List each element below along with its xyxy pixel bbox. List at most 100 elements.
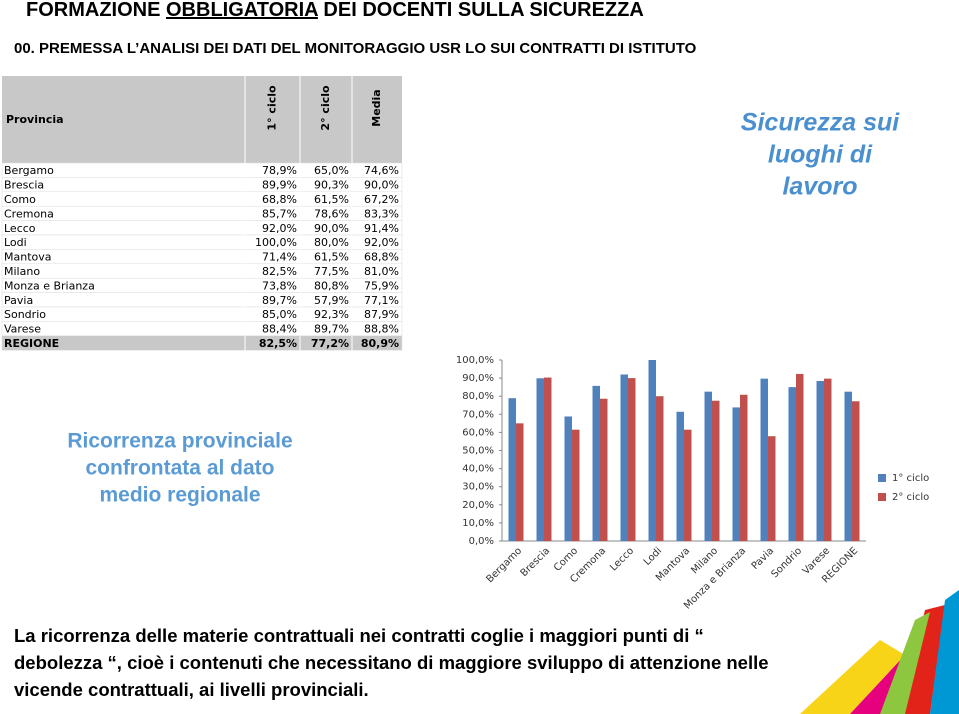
bar <box>824 378 832 541</box>
bar <box>628 378 636 541</box>
y-tick-label: 10,0% <box>462 518 494 529</box>
cell: 74,6% <box>364 164 399 177</box>
cell: 67,2% <box>364 193 399 206</box>
callout-line: lavoro <box>782 173 857 201</box>
x-tick-label: Lodi <box>642 545 664 567</box>
cell: 61,5% <box>314 193 349 206</box>
x-tick-label: Sondrio <box>769 545 804 580</box>
cell: 78,9% <box>262 164 297 177</box>
cell: 80,0% <box>314 236 349 249</box>
y-tick-label: 40,0% <box>462 464 494 475</box>
legend-swatch <box>878 493 886 501</box>
bar <box>592 385 600 541</box>
bar <box>572 429 580 541</box>
column-header: Provincia <box>6 113 64 126</box>
y-tick-label: 30,0% <box>462 482 494 493</box>
cell: Lodi <box>4 236 27 249</box>
decoration <box>800 590 959 714</box>
bar <box>844 391 852 541</box>
cell: 75,9% <box>364 279 399 292</box>
subtitle: 00. PREMESSA L’ANALISI DEI DATI DEL MONI… <box>14 40 697 57</box>
cell: 57,9% <box>314 294 349 307</box>
bar <box>620 374 628 541</box>
y-tick-label: 80,0% <box>462 391 494 402</box>
bar <box>796 373 804 541</box>
cell: Brescia <box>4 179 44 192</box>
title-part: DEI DOCENTI SULLA SICUREZZA <box>318 0 644 21</box>
y-tick-label: 50,0% <box>462 446 494 457</box>
cell: REGIONE <box>4 337 59 350</box>
x-tick-label: Bergamo <box>484 545 524 585</box>
cell: 83,3% <box>364 207 399 220</box>
bar <box>768 436 776 541</box>
cell: 68,8% <box>364 251 399 264</box>
bar <box>684 429 692 541</box>
x-tick-label: Lecco <box>608 545 636 573</box>
table: Provincia 1° ciclo 2° ciclo Media Bergamo 78,… <box>1 76 403 351</box>
column-header: 1° ciclo <box>266 85 279 131</box>
page-title: FORMAZIONE OBBLIGATORIA DEI DOCENTI SULL… <box>26 0 644 21</box>
bar <box>852 401 860 541</box>
cell: Como <box>4 193 36 206</box>
cell: 82,5% <box>262 265 297 278</box>
row-background <box>1 335 403 351</box>
cell: Cremona <box>4 207 54 220</box>
cell: 91,4% <box>364 222 399 235</box>
cell: 85,7% <box>262 207 297 220</box>
bar <box>676 411 684 541</box>
body-text: La ricorrenza delle materie contrattuali… <box>14 625 769 700</box>
bar <box>704 391 712 541</box>
legend-label: 1° ciclo <box>892 473 929 484</box>
y-tick-label: 20,0% <box>462 500 494 511</box>
bar <box>648 360 656 541</box>
cell: 65,0% <box>314 164 349 177</box>
cell: 73,8% <box>262 279 297 292</box>
title-part: FORMAZIONE <box>26 0 166 21</box>
cell: Sondrio <box>4 308 46 321</box>
cell: 82,5% <box>259 337 297 350</box>
bar <box>516 423 524 541</box>
y-tick-label: 0,0% <box>469 536 494 547</box>
bar <box>600 398 608 541</box>
cell: 92,0% <box>262 222 297 235</box>
cell: 88,8% <box>364 323 399 336</box>
cell: Bergamo <box>4 164 54 177</box>
cell: Milano <box>4 265 40 278</box>
x-tick-label: Pavia <box>750 545 777 572</box>
x-tick-label: Brescia <box>519 545 553 579</box>
cell: Pavia <box>4 294 33 307</box>
callout-line: confrontata al dato <box>85 457 274 480</box>
legend-label: 2° ciclo <box>892 492 929 503</box>
y-tick-label: 100,0% <box>456 355 494 366</box>
cell: 90,3% <box>314 179 349 192</box>
bar <box>816 380 824 541</box>
cell: 89,9% <box>262 179 297 192</box>
y-tick-label: 70,0% <box>462 409 494 420</box>
body-line: debolezza “, cioè i contenuti che necess… <box>14 652 769 673</box>
callout-line: luoghi di <box>768 141 873 169</box>
cell: 89,7% <box>314 323 349 336</box>
cell: 61,5% <box>314 251 349 264</box>
bar <box>788 387 796 541</box>
header-background <box>2 76 402 163</box>
cell: 100,0% <box>255 236 297 249</box>
cell: 77,5% <box>314 265 349 278</box>
cell: 90,0% <box>364 179 399 192</box>
body-line: La ricorrenza delle materie contrattuali… <box>14 625 704 646</box>
y-tick-label: 90,0% <box>462 373 494 384</box>
column-header: Media <box>370 89 383 126</box>
cell: Monza e Brianza <box>4 279 95 292</box>
bar <box>656 396 664 541</box>
title-part: OBBLIGATORIA <box>166 0 318 21</box>
cell: 77,2% <box>311 337 349 350</box>
body-line: vicende contrattuali, ai livelli provinc… <box>14 679 369 700</box>
cell: Lecco <box>4 222 36 235</box>
callouts: Sicurezza sui luoghi di lavoro Ricorrenza p… <box>67 109 900 507</box>
bar <box>544 377 552 541</box>
cell: 85,0% <box>262 308 297 321</box>
bar <box>536 378 544 541</box>
y-tick-label: 60,0% <box>462 427 494 438</box>
bar <box>564 416 572 541</box>
cell: Mantova <box>4 251 52 264</box>
cell: 87,9% <box>364 308 399 321</box>
